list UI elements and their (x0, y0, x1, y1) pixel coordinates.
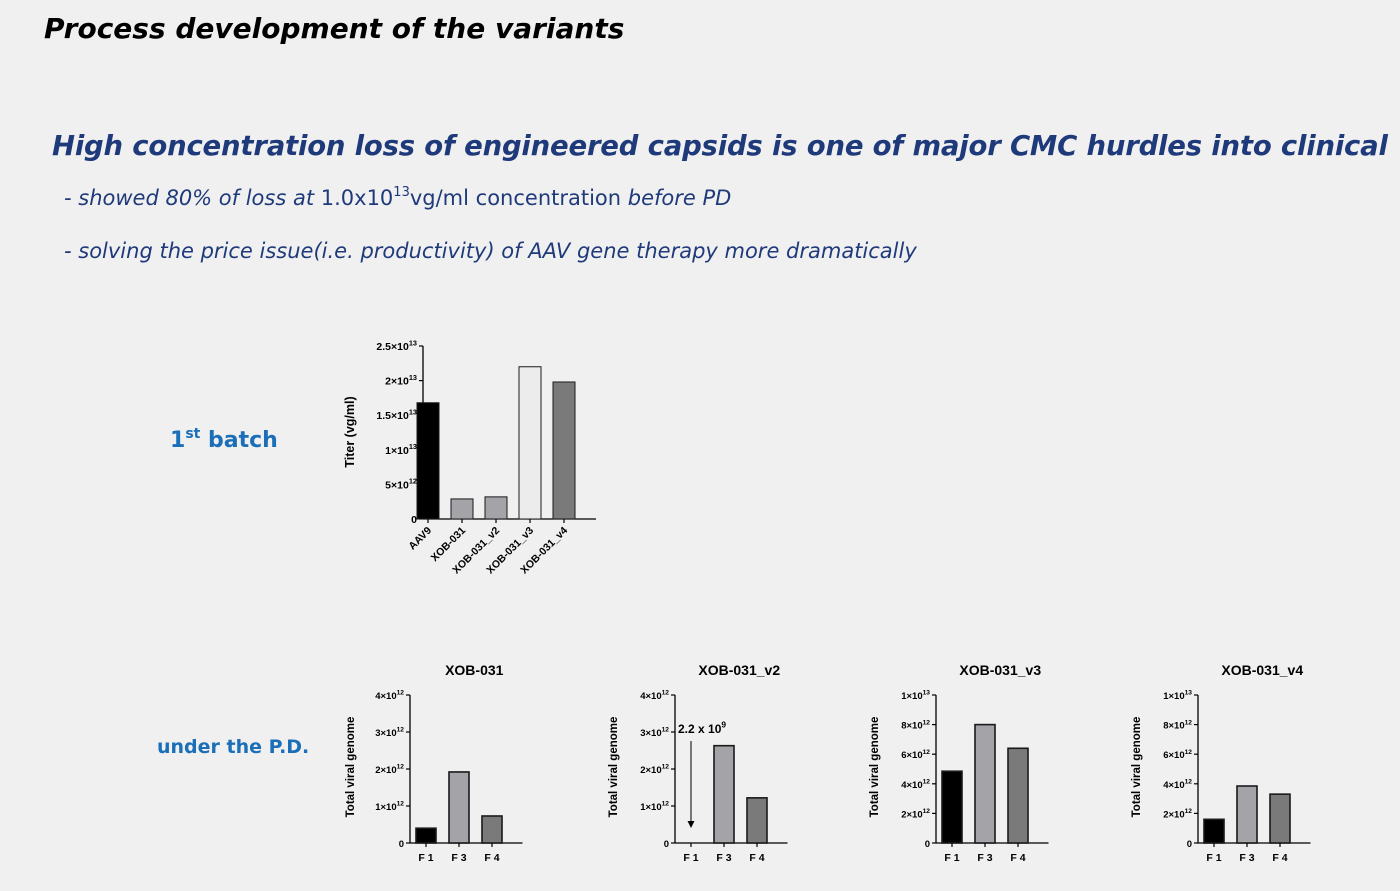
y-tick-label: 2×1013 (385, 373, 417, 388)
bar (713, 744, 735, 844)
x-tick-label: F 1 (1206, 852, 1221, 864)
y-tick-label: 0 (1187, 839, 1192, 850)
y-tick-label: 2×1012 (901, 808, 930, 820)
y-tick-label: 1×1013 (1163, 690, 1192, 702)
x-tick-label: F 4 (1272, 852, 1287, 864)
bullet-loss-unit: vg/ml concentration (409, 186, 628, 210)
first-batch-number: 1 (170, 428, 186, 453)
bar (552, 381, 576, 520)
annotation-arrow-head (687, 821, 695, 828)
y-tick-label: 3×1012 (640, 727, 669, 739)
bullet-loss-suffix: before PD (627, 186, 732, 210)
y-tick-label: 2.5×1013 (376, 338, 417, 353)
y-tick-label: 8×1012 (1163, 719, 1192, 731)
xob-031-v4-chart: XOB-031_v4 Total viral genome 0 2×1012 4×101… (1131, 662, 1311, 864)
y-tick-label: 1.5×1013 (376, 407, 417, 422)
y-tick-label: 1×1012 (375, 801, 404, 813)
y-tick-label: 4×1012 (375, 690, 404, 702)
y-tick-label: 6×1012 (1163, 749, 1192, 761)
y-tick-label: 0 (925, 839, 930, 850)
y-tick-label: 2×1012 (640, 764, 669, 776)
y-tick-label: 3×1012 (375, 727, 404, 739)
xob-031-chart: XOB-031 Total viral genome 0 1×1012 2×1012 3×… (345, 662, 523, 864)
y-tick-label: 1×1013 (385, 442, 417, 457)
bullet-loss: - showed 80% of loss at 1.0x1013vg/ml co… (64, 186, 731, 210)
y-tick-label: 2×1012 (1163, 808, 1192, 820)
chart-title: XOB-031 (445, 662, 504, 678)
y-tick-label: 8×1012 (901, 719, 930, 731)
y-axis-label: Titer (vg/ml) (343, 396, 357, 467)
bullet-loss-prefix: - showed 80% of loss at (64, 186, 321, 210)
annotation-label: 2.2 x 109 (678, 720, 726, 736)
x-tick-label: F 3 (977, 852, 992, 864)
y-tick-label: 4×1012 (901, 779, 930, 791)
y-tick-label: 4×1012 (640, 690, 669, 702)
bar (450, 498, 474, 520)
y-tick-label: 2×1012 (375, 764, 404, 776)
y-tick-label: 0 (411, 514, 417, 526)
bar (448, 771, 470, 844)
x-tick-label: F 3 (451, 852, 466, 864)
y-tick-label: 1×1013 (901, 690, 930, 702)
y-axis-label: Total viral genome (1131, 717, 1143, 818)
headline: High concentration loss of engineered ca… (52, 130, 1388, 162)
bar (746, 797, 768, 844)
slide-title: Process development of the variants (44, 12, 625, 45)
y-axis-label: Total viral genome (608, 717, 620, 818)
bar (1203, 818, 1225, 844)
chart-title: XOB-031_v2 (698, 662, 780, 678)
y-tick-label: 0 (664, 839, 669, 850)
x-tick-label: F 1 (683, 852, 698, 864)
chart-title: XOB-031_v3 (959, 662, 1041, 678)
bar (1269, 793, 1291, 844)
x-tick-label: AAV9 (406, 525, 434, 553)
y-tick-label: 4×1012 (1163, 779, 1192, 791)
titer-chart: Titer (vg/ml) 0 5×1012 1×1013 1.5×1013 2×1013… (343, 338, 596, 576)
bar (1236, 785, 1258, 844)
bar (941, 770, 963, 844)
x-tick-label: F 4 (749, 852, 764, 864)
bullet-loss-value: 1.0x10 (320, 186, 394, 210)
bullet-loss-exponent: 13 (393, 185, 410, 200)
bar (518, 366, 542, 520)
x-tick-label: F 4 (484, 852, 499, 864)
x-tick-label: F 1 (944, 852, 959, 864)
first-batch-label: 1st batch (170, 426, 278, 453)
bullet-price: - solving the price issue(i.e. productiv… (64, 239, 917, 263)
y-tick-label: 6×1012 (901, 749, 930, 761)
y-tick-label: 1×1012 (640, 801, 669, 813)
y-axis-label: Total viral genome (869, 717, 881, 818)
bar (416, 402, 440, 520)
first-batch-ordinal: st (185, 426, 201, 442)
x-tick-label: F 3 (1239, 852, 1254, 864)
y-tick-label: 5×1012 (385, 477, 417, 492)
xob-031-v3-chart: XOB-031_v3 Total viral genome 0 2×1012 4×101… (869, 662, 1049, 864)
y-axis-label: Total viral genome (345, 717, 357, 818)
bar (484, 496, 508, 520)
x-tick-label: F 3 (716, 852, 731, 864)
x-tick-label: F 4 (1010, 852, 1025, 864)
bar (415, 827, 437, 844)
chart-title: XOB-031_v4 (1221, 662, 1303, 678)
y-tick-label: 0 (399, 839, 404, 850)
x-tick-label: F 1 (418, 852, 433, 864)
first-batch-text: batch (200, 428, 278, 453)
xob-031-v2-chart: XOB-031_v2 Total viral genome 0 1×1012 2×101… (608, 662, 788, 864)
under-pd-label: under the P.D. (157, 736, 310, 758)
bar (1007, 747, 1029, 844)
bar (481, 815, 503, 844)
bar (974, 723, 996, 844)
